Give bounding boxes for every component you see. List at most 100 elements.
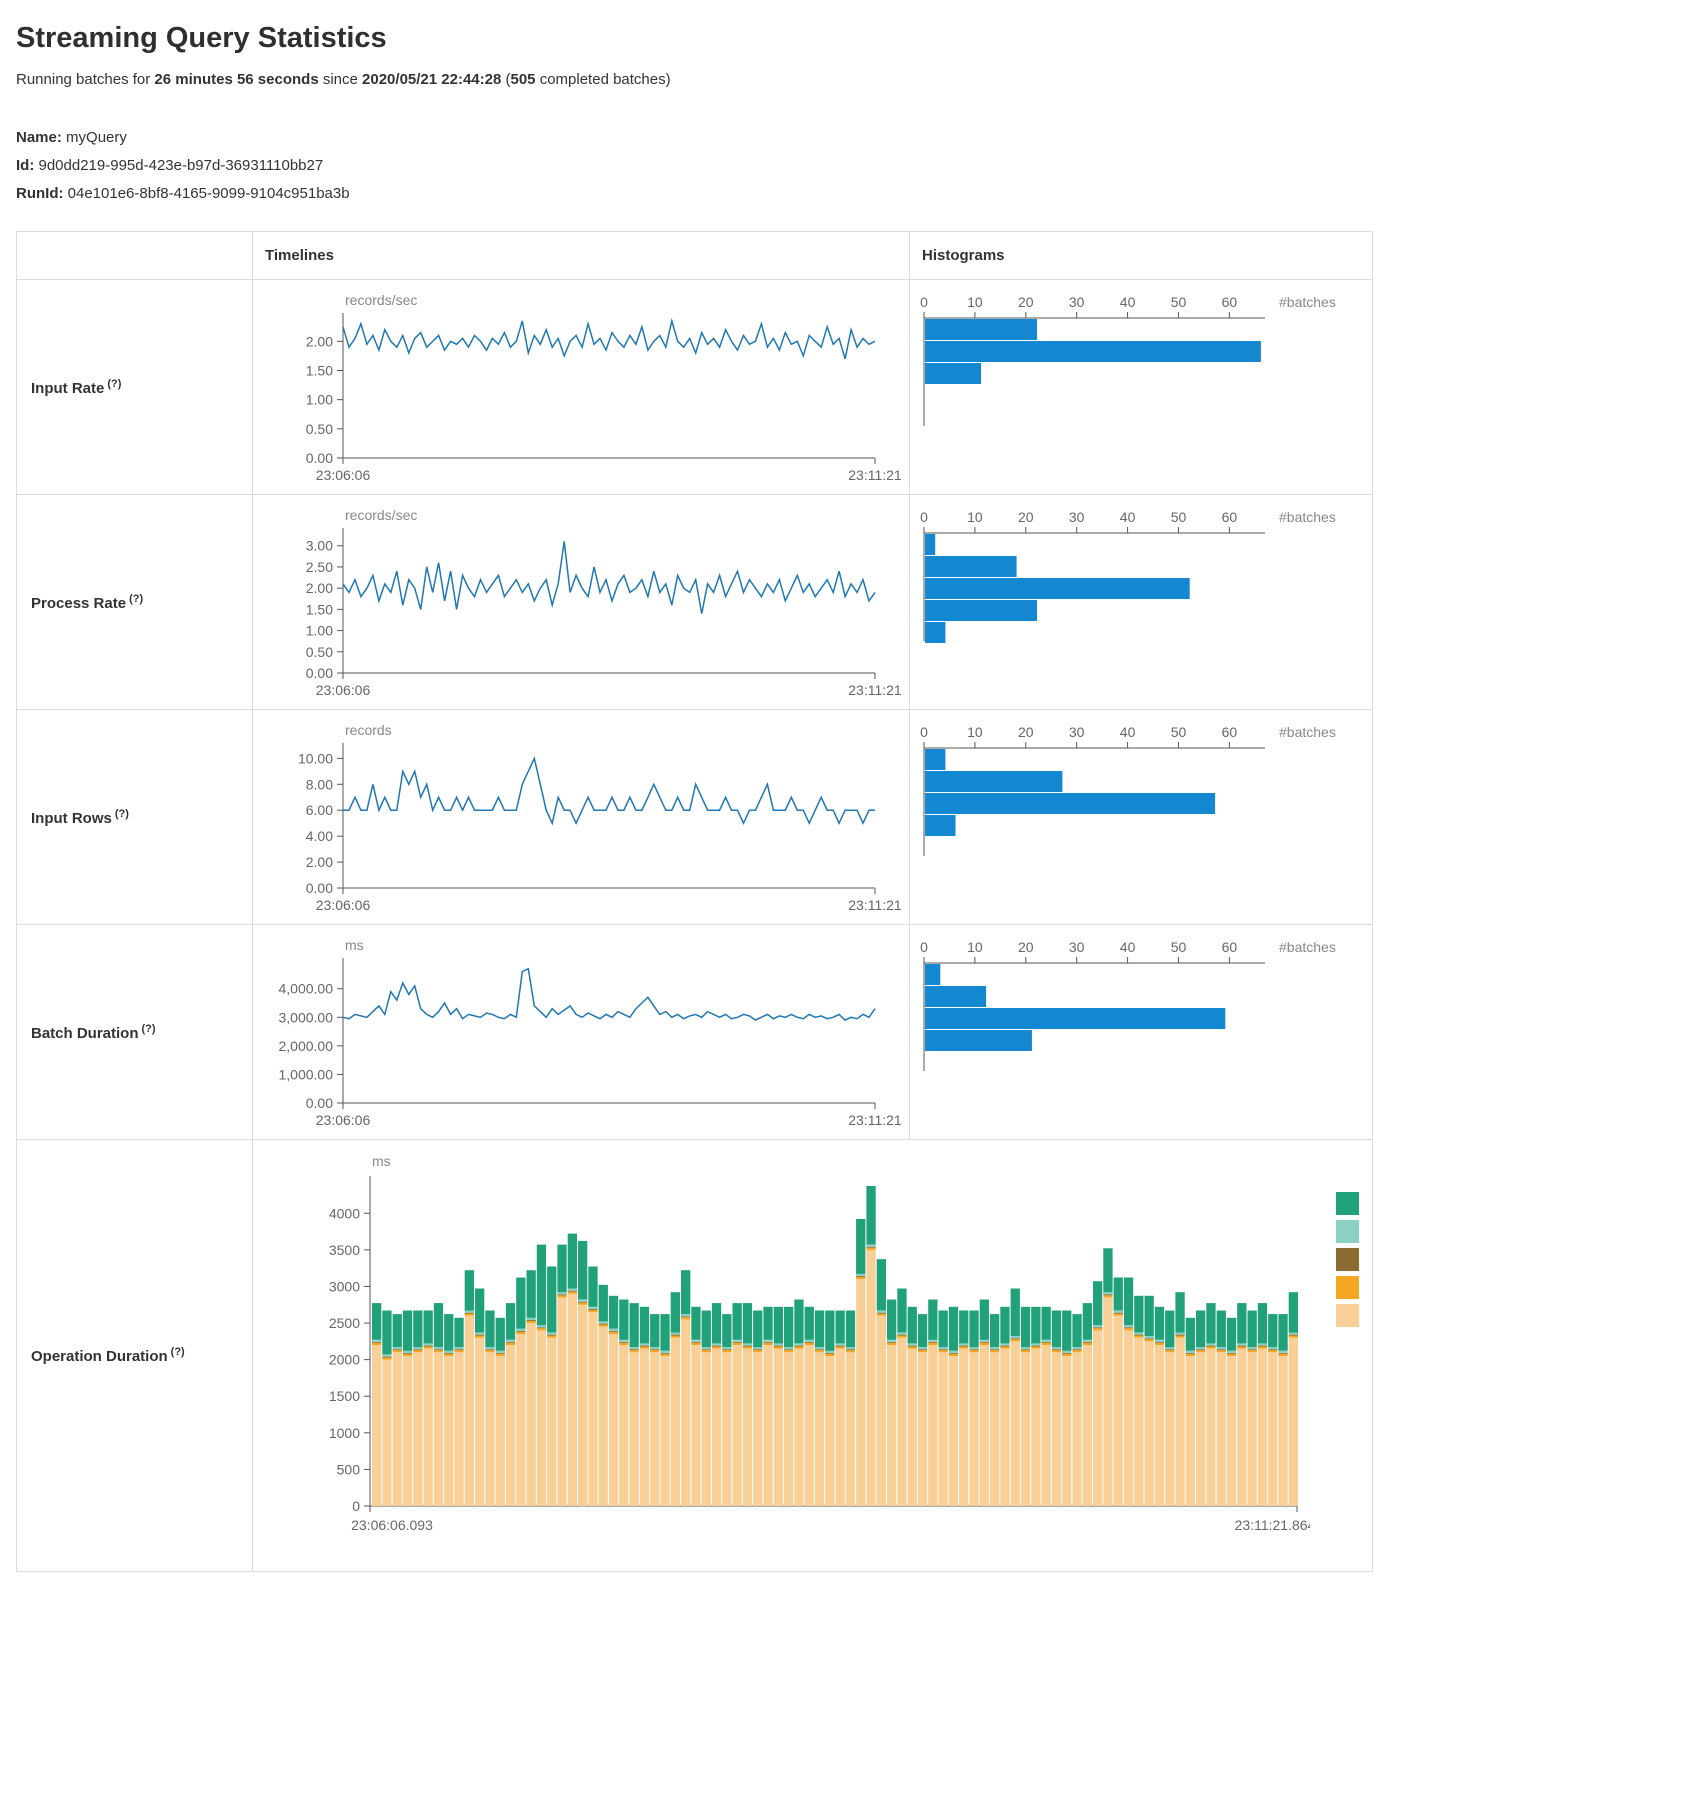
query-name-row: Name: myQuery bbox=[16, 124, 1677, 152]
svg-text:60: 60 bbox=[1222, 509, 1238, 525]
svg-text:40: 40 bbox=[1120, 509, 1136, 525]
operation-duration-row: Operation Duration (?) ms 0 500 1000 1500 2000… bbox=[16, 1139, 1373, 1573]
input-rate-timeline-chart: records/sec 0.00 0.50 1.00 1.50 2.00 23:06:06 2… bbox=[265, 288, 909, 488]
svg-text:2000: 2000 bbox=[329, 1352, 360, 1368]
svg-text:1000: 1000 bbox=[329, 1425, 360, 1441]
svg-text:30: 30 bbox=[1069, 724, 1085, 740]
page-title: Streaming Query Statistics bbox=[16, 22, 387, 54]
summary-mid: since bbox=[318, 71, 363, 88]
query-id-label: Id: bbox=[16, 156, 35, 174]
statistics-table: Timelines Histograms Input Rate (?) recor… bbox=[16, 231, 1373, 1573]
summary-duration: 26 minutes 56 seconds bbox=[154, 71, 319, 88]
svg-text:1.00: 1.00 bbox=[306, 392, 333, 408]
input-rows-timeline-chart: records 0.00 2.00 4.00 6.00 8.00 10.00 23:06:06… bbox=[265, 718, 909, 918]
svg-text:23:06:06: 23:06:06 bbox=[316, 1112, 371, 1128]
legend-swatch bbox=[1336, 1248, 1359, 1272]
svg-text:0: 0 bbox=[920, 509, 928, 525]
svg-text:60: 60 bbox=[1222, 294, 1238, 310]
svg-text:10: 10 bbox=[967, 294, 983, 310]
query-runid-value: 04e101e6-8bf8-4165-9099-9104c951ba3b bbox=[67, 184, 350, 202]
svg-text:23:06:06: 23:06:06 bbox=[316, 682, 371, 698]
svg-text:ms: ms bbox=[372, 1153, 391, 1169]
svg-text:1500: 1500 bbox=[329, 1388, 360, 1404]
legend-swatch bbox=[1336, 1304, 1359, 1328]
input-rows-histogram-chart: 0 10 20 30 40 50 60 #batches bbox=[912, 718, 1372, 868]
svg-text:0.50: 0.50 bbox=[306, 421, 333, 437]
query-info: Name: myQuery Id: 9d0dd219-995d-423e-b97… bbox=[16, 124, 1677, 207]
svg-text:0: 0 bbox=[920, 939, 928, 955]
svg-text:60: 60 bbox=[1222, 724, 1238, 740]
input-rate-label: Input Rate bbox=[31, 379, 105, 397]
operation_duration-svg: ms 0 500 1000 1500 2000 2500 3000 3500 4000 23:06:… bbox=[329, 1153, 1310, 1533]
svg-text:0.00: 0.00 bbox=[306, 665, 333, 681]
legend-swatch bbox=[1336, 1192, 1359, 1216]
svg-text:0.00: 0.00 bbox=[306, 1095, 333, 1111]
input_rate_timeline-svg: records/sec 0.00 0.50 1.00 1.50 2.00 23:06:06 2… bbox=[306, 292, 902, 483]
query-name-value: myQuery bbox=[66, 129, 127, 146]
process-rate-histogram-chart: 0 10 20 30 40 50 60 #batches bbox=[912, 503, 1372, 653]
svg-text:2,000.00: 2,000.00 bbox=[279, 1038, 334, 1054]
input-rows-help-icon[interactable]: (?) bbox=[114, 807, 129, 820]
svg-text:40: 40 bbox=[1120, 939, 1136, 955]
svg-text:20: 20 bbox=[1018, 724, 1034, 740]
svg-text:50: 50 bbox=[1171, 509, 1187, 525]
input-rate-row: Input Rate (?) records/sec 0.00 0.50 1.00 1.5… bbox=[16, 279, 1373, 496]
operation-duration-label: Operation Duration bbox=[31, 1348, 168, 1366]
input-rate-help-icon[interactable]: (?) bbox=[107, 377, 122, 390]
batch-duration-label: Batch Duration bbox=[31, 1024, 139, 1042]
svg-text:40: 40 bbox=[1120, 724, 1136, 740]
process_rate_hist-svg: 0 10 20 30 40 50 60 #batches bbox=[920, 509, 1336, 644]
query-name-label: Name: bbox=[16, 129, 62, 146]
svg-text:23:06:06: 23:06:06 bbox=[316, 897, 371, 913]
svg-text:3500: 3500 bbox=[329, 1242, 360, 1258]
svg-text:0.50: 0.50 bbox=[306, 644, 333, 660]
operation-duration-help-icon[interactable]: (?) bbox=[170, 1346, 185, 1359]
svg-text:10: 10 bbox=[967, 724, 983, 740]
svg-text:23:06:06.093: 23:06:06.093 bbox=[351, 1517, 433, 1533]
input_rows_hist-svg: 0 10 20 30 40 50 60 #batches bbox=[920, 724, 1336, 857]
svg-text:10: 10 bbox=[967, 509, 983, 525]
svg-text:10: 10 bbox=[967, 939, 983, 955]
svg-text:10.00: 10.00 bbox=[298, 751, 333, 767]
svg-text:0.00: 0.00 bbox=[306, 880, 333, 896]
legend-swatch bbox=[1336, 1276, 1359, 1300]
svg-text:30: 30 bbox=[1069, 294, 1085, 310]
svg-text:4.00: 4.00 bbox=[306, 828, 333, 844]
running-batches-summary: Running batches for 26 minutes 56 second… bbox=[16, 71, 1677, 88]
svg-text:2.00: 2.00 bbox=[306, 580, 333, 596]
input-rows-label: Input Rows bbox=[31, 809, 112, 827]
batch-duration-help-icon[interactable]: (?) bbox=[141, 1022, 156, 1035]
svg-text:1,000.00: 1,000.00 bbox=[279, 1067, 334, 1083]
svg-text:2.50: 2.50 bbox=[306, 559, 333, 575]
query-runid-label: RunId: bbox=[16, 184, 64, 202]
svg-text:records/sec: records/sec bbox=[345, 292, 417, 308]
operation-duration-legend bbox=[1336, 1192, 1359, 1328]
svg-text:23:11:21: 23:11:21 bbox=[848, 682, 902, 698]
query-id-value: 9d0dd219-995d-423e-b97d-36931110bb27 bbox=[38, 156, 324, 174]
svg-text:50: 50 bbox=[1171, 294, 1187, 310]
input-rows-label-cell: Input Rows (?) bbox=[16, 709, 253, 926]
timelines-header: Timelines bbox=[252, 231, 910, 281]
batch_duration_timeline-svg: ms 0.00 1,000.00 2,000.00 3,000.00 4,000.00 23… bbox=[279, 937, 902, 1128]
svg-text:2.00: 2.00 bbox=[306, 334, 333, 350]
svg-text:4000: 4000 bbox=[329, 1206, 360, 1222]
process-rate-help-icon[interactable]: (?) bbox=[129, 592, 144, 605]
summary-suffix: completed batches) bbox=[535, 71, 671, 88]
svg-text:23:11:21: 23:11:21 bbox=[848, 1112, 902, 1128]
query-runid-row: RunId: 04e101e6-8bf8-4165-9099-9104c951b… bbox=[16, 180, 1677, 208]
svg-text:20: 20 bbox=[1018, 294, 1034, 310]
svg-text:50: 50 bbox=[1171, 724, 1187, 740]
input_rate_hist-svg: 0 10 20 30 40 50 60 #batches bbox=[920, 294, 1336, 427]
svg-text:0.00: 0.00 bbox=[306, 450, 333, 466]
svg-text:4,000.00: 4,000.00 bbox=[279, 981, 334, 997]
legend-swatch bbox=[1336, 1220, 1359, 1244]
svg-text:2.00: 2.00 bbox=[306, 854, 333, 870]
svg-text:23:11:21: 23:11:21 bbox=[848, 467, 902, 483]
batch-duration-timeline-chart: ms 0.00 1,000.00 2,000.00 3,000.00 4,000.00 23… bbox=[265, 933, 909, 1133]
svg-text:0: 0 bbox=[920, 294, 928, 310]
svg-text:60: 60 bbox=[1222, 939, 1238, 955]
svg-text:0: 0 bbox=[352, 1498, 360, 1514]
svg-text:#batches: #batches bbox=[1279, 939, 1336, 955]
table-header-row: Timelines Histograms bbox=[16, 231, 1373, 281]
svg-text:#batches: #batches bbox=[1279, 724, 1336, 740]
